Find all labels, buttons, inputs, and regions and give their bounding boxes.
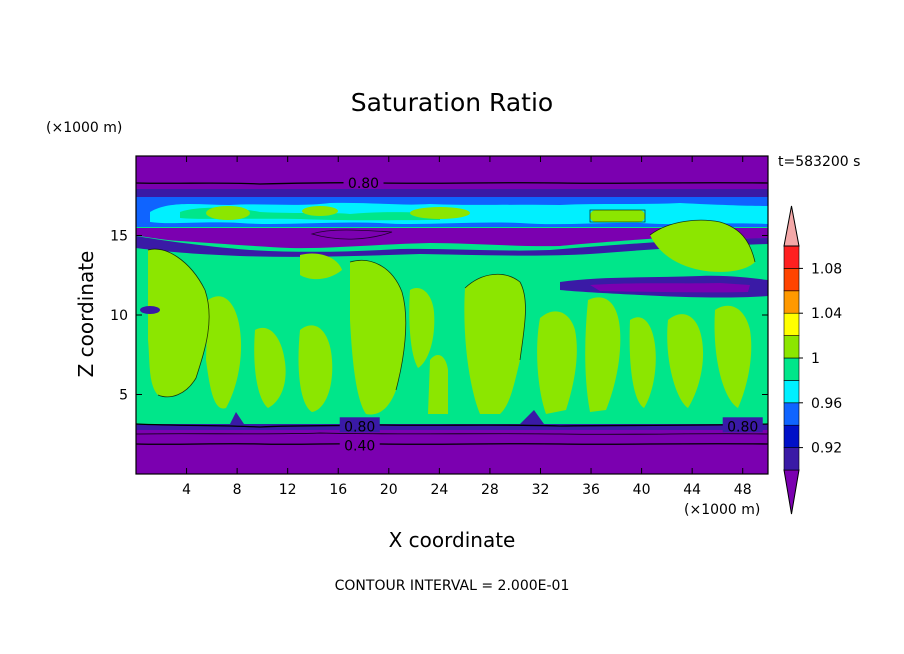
x-tick-label: 20 [380, 482, 398, 498]
colorbar-bin [783, 447, 800, 471]
field-upper-indigo [136, 189, 768, 197]
contour-label: 0.80 [348, 176, 379, 192]
contour-label-bg [339, 417, 380, 433]
colorbar-tick-label: 1 [811, 351, 820, 367]
field-contour-outlines [147, 209, 756, 398]
y-axis-ticks: 5 10 15 [110, 229, 768, 404]
field-green-columns [148, 220, 755, 415]
colorbar-bin [783, 424, 800, 448]
contour-label: 0.40 [344, 438, 375, 454]
colorbar-bin [783, 245, 800, 269]
contour-line-0.80-bottom [135, 423, 769, 428]
y-tick-label: 10 [110, 308, 128, 324]
field-green-blob-2 [302, 206, 338, 216]
x-tick-label: 48 [734, 482, 752, 498]
colorbar-tick-label: 1.08 [811, 261, 842, 277]
colorbar-under-triangle [783, 469, 800, 515]
colorbar-tick-label: 1.04 [811, 306, 842, 322]
colorbar-over-triangle [783, 205, 800, 247]
x-tick-label: 8 [233, 482, 242, 498]
contour-label: 0.80 [344, 419, 375, 435]
x-tick-label: 36 [582, 482, 600, 498]
colorbar-bin [783, 402, 800, 426]
x-tick-label: 16 [329, 482, 347, 498]
x-tick-label: 12 [279, 482, 297, 498]
field-mid-purple [136, 228, 768, 249]
colorbar-tick-label: 0.92 [811, 441, 842, 457]
colorbar-bin [783, 268, 800, 292]
contour-label-bg [339, 436, 380, 452]
x-tick-label: 24 [430, 482, 448, 498]
colorbar-bin [783, 290, 800, 314]
contour-lines [135, 181, 769, 445]
contour-interval-footer: CONTOUR INTERVAL = 2.000E-01 [334, 578, 570, 594]
field-green-blob-3 [410, 207, 470, 219]
time-label: t=583200 s [778, 154, 861, 170]
field-top-purple [136, 156, 768, 189]
contour-label-bg [722, 417, 763, 433]
colorbar-bin [783, 335, 800, 359]
contour-label-bg [343, 174, 384, 190]
contour-labels: 0.80 0.80 0.80 0.40 [339, 174, 763, 454]
x-axis-label: X coordinate [388, 528, 516, 552]
colorbar-bin [783, 312, 800, 336]
x-tick-label: 4 [182, 482, 191, 498]
y-axis-label: Z coordinate [74, 250, 98, 378]
x-unit-label: (×1000 m) [684, 502, 761, 518]
colorbar-tick-label: 0.96 [811, 396, 842, 412]
field-mid-indigo [136, 236, 768, 257]
x-tick-label: 32 [532, 482, 550, 498]
field-green-blob-1 [206, 206, 250, 220]
contour-label: 0.80 [727, 419, 758, 435]
contour-line-lower-2 [135, 432, 769, 435]
contour-line-0.80-top [135, 181, 769, 185]
colorbar-bin [783, 380, 800, 404]
y-tick-label: 15 [110, 229, 128, 245]
field-right-streak-inner [590, 283, 750, 293]
y-unit-label: (×1000 m) [46, 120, 123, 136]
x-tick-label: 40 [633, 482, 651, 498]
field-bottom-purple [136, 424, 768, 474]
field-left-dark-spot [140, 306, 160, 314]
chart-title: Saturation Ratio [350, 88, 554, 117]
contour-line-0.40 [135, 443, 769, 445]
colorbar: 0.92 0.96 1 1.04 1.08 [783, 205, 842, 515]
colorbar-bin [783, 357, 800, 381]
x-tick-label: 44 [683, 482, 701, 498]
x-tick-label: 28 [481, 482, 499, 498]
y-tick-label: 5 [119, 388, 128, 404]
x-axis-ticks: 4 8 12 16 20 24 28 32 36 40 44 48 [182, 156, 752, 498]
field-bottom-teal-strip [136, 416, 768, 424]
field-green-blob-4 [590, 210, 645, 222]
